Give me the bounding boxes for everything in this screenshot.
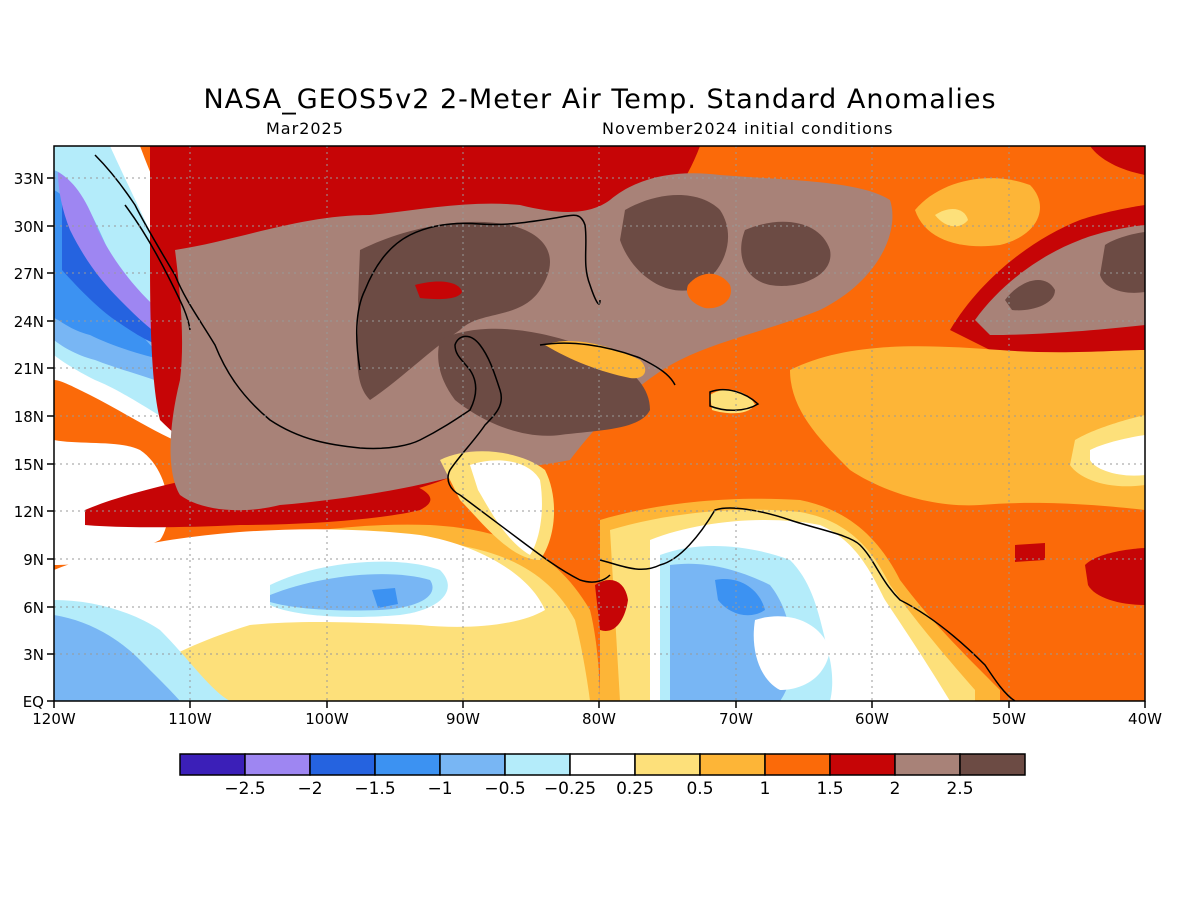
y-tick-label: 9N: [23, 551, 44, 569]
y-tick-label: 12N: [14, 503, 44, 521]
coastlines: [94, 154, 1016, 702]
coastline-south-america: [599, 507, 1016, 702]
colorbar-label: 2: [890, 779, 901, 799]
coastline-gulf: [355, 214, 601, 371]
colorbar-swatch: [439, 753, 506, 776]
anomaly-fill-atlantic-dark-2: [1100, 232, 1145, 293]
colorbar-label: 2.5: [946, 779, 973, 799]
colorbar-swatch: [959, 753, 1026, 776]
colorbar-swatch: [244, 753, 311, 776]
coastline-baja: [124, 204, 191, 331]
y-tick-label: 24N: [14, 313, 44, 331]
anomaly-fill-2.5-plus-1: [357, 221, 550, 400]
x-tick-label: 40W: [1128, 710, 1162, 728]
anomaly-fill-warm-spot: [686, 273, 731, 309]
colorbar-label: 1.5: [816, 779, 843, 799]
anomaly-fill-sa-white-2: [753, 616, 830, 690]
x-tick-label: 60W: [855, 710, 889, 728]
anomaly-fill-ca-white: [470, 460, 542, 555]
y-tick-label: EQ: [23, 693, 44, 711]
y-axis: EQ 3N 6N 9N 12N 15N 18N 21N 24N 27N 30N …: [14, 170, 54, 711]
y-tick-label: 15N: [14, 456, 44, 474]
anomaly-fill-2.5-plus-4: [741, 221, 831, 286]
anomaly-fill-sa-blue-2: [715, 579, 765, 616]
map-title: NASA_GEOS5v2 2-Meter Air Temp. Standard …: [203, 84, 997, 115]
anomaly-fill-2.5-plus-3: [620, 195, 729, 291]
x-axis: 120W 110W 100W 90W 80W 70W 60W 50W 40W: [32, 701, 1162, 728]
y-tick-label: 3N: [23, 646, 44, 664]
anomaly-fill-ca-red: [595, 580, 628, 631]
colorbar-swatch: [894, 753, 961, 776]
anomaly-field: [54, 146, 1145, 701]
anomaly-fill-blue-pacific-4: [372, 588, 398, 608]
x-tick-label: 100W: [305, 710, 349, 728]
anomaly-fill-blue-pacific: [54, 615, 180, 701]
coastline-cuba: [539, 342, 676, 386]
anomaly-fill-atlantic-orange: [790, 346, 1145, 510]
colorbar-label: −2.5: [224, 779, 265, 799]
colorbar-label: 0.5: [686, 779, 713, 799]
initial-conditions: November2024 initial conditions: [602, 119, 894, 138]
colorbar: −2.5 −2 −1.5 −1 −0.5 −0.25 0.25 0.5 1 1.5 2 2.5: [179, 753, 1026, 799]
x-tick-label: 50W: [992, 710, 1026, 728]
x-tick-label: 110W: [168, 710, 212, 728]
anomaly-fill-red-spot: [415, 281, 462, 300]
x-tick-label: 120W: [32, 710, 76, 728]
anomaly-fill-atlantic-north-yellow: [935, 208, 968, 227]
y-tick-label: 21N: [14, 360, 44, 378]
colorbar-label: −2: [297, 779, 322, 799]
coastline-north-america: [94, 154, 502, 496]
colorbar-swatch: [699, 753, 766, 776]
anomaly-fill-atlantic-red-2: [1090, 146, 1145, 175]
anomaly-fill-cuba-yellow: [545, 340, 646, 379]
y-tick-label: 6N: [23, 599, 44, 617]
colorbar-label: 0.25: [616, 779, 654, 799]
colorbar-swatch: [504, 753, 571, 776]
colorbar-swatch: [309, 753, 376, 776]
lat-lon-grid: [54, 146, 1145, 701]
coastline-hispaniola: [709, 388, 760, 411]
colorbar-swatch: [179, 753, 246, 776]
anomaly-fill-hispaniola-yellow: [710, 389, 755, 414]
colorbar-swatch: [829, 753, 896, 776]
colorbar-label: −0.5: [484, 779, 525, 799]
colorbar-label: −0.25: [544, 779, 596, 799]
colorbar-swatch: [569, 753, 636, 776]
anomaly-fill-atlantic-white: [1090, 435, 1145, 476]
x-tick-label: 70W: [719, 710, 753, 728]
colorbar-swatch: [634, 753, 701, 776]
colorbar-label: −1: [427, 779, 452, 799]
y-tick-label: 27N: [14, 265, 44, 283]
colorbar-label: 1: [760, 779, 771, 799]
anomaly-fill-cold-coast-6: [58, 172, 182, 345]
y-tick-label: 18N: [14, 408, 44, 426]
colorbar-swatch: [374, 753, 441, 776]
forecast-month: Mar2025: [266, 119, 344, 138]
coastline-central-america: [459, 494, 611, 583]
anomaly-fill-atlantic-dark: [1005, 279, 1055, 311]
anomaly-fill-atlantic-red-3: [1085, 548, 1145, 605]
x-tick-label: 80W: [582, 710, 616, 728]
colorbar-swatch: [764, 753, 831, 776]
anomaly-fill-atlantic-red-4: [1015, 543, 1045, 562]
colorbar-label: −1.5: [354, 779, 395, 799]
x-tick-label: 90W: [446, 710, 480, 728]
y-tick-label: 33N: [14, 170, 44, 188]
y-tick-label: 30N: [14, 218, 44, 236]
